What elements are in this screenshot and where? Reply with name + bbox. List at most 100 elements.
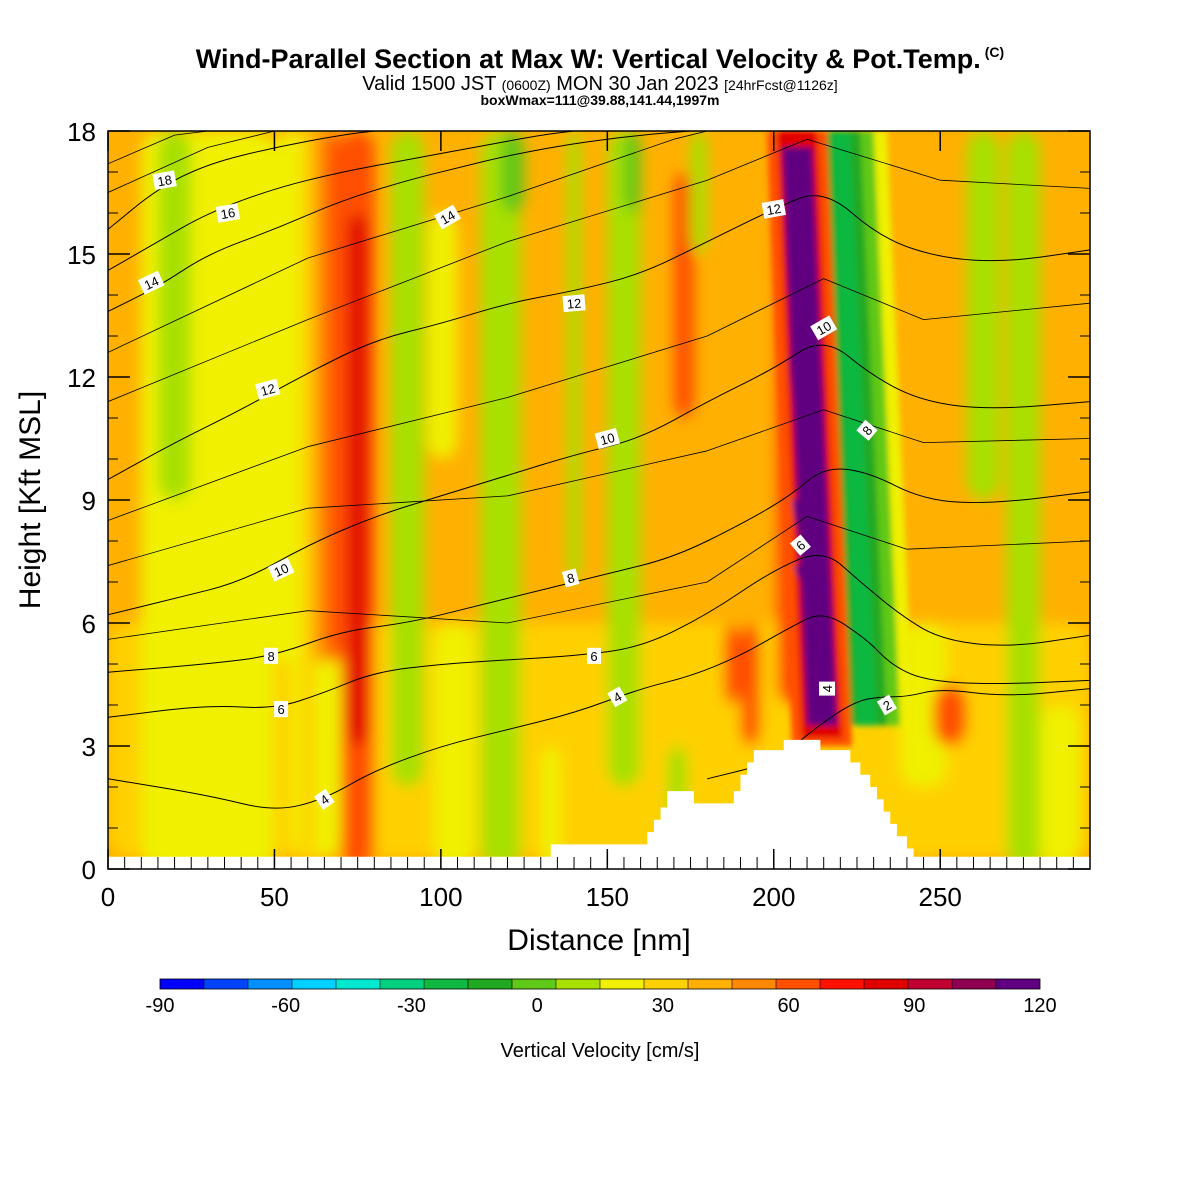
copyright-mark: (C) [984, 44, 1005, 60]
colorbar-tick-label: 60 [777, 995, 799, 1017]
theta-contour [108, 138, 1090, 402]
y-tick-label: 12 [67, 363, 96, 393]
contour-label-box [789, 534, 811, 556]
theta-contour [108, 516, 1090, 640]
y-tick-label: 18 [67, 117, 96, 147]
contour-label: 2 [876, 694, 898, 716]
x-tick-label: 200 [752, 882, 795, 912]
contour-label-box [562, 294, 586, 313]
field-band [480, 131, 521, 869]
field-band [327, 131, 342, 664]
contour-label-box [761, 199, 786, 219]
contour-label: 10 [594, 427, 621, 450]
contour-label-text: 14 [142, 273, 161, 293]
contour-label-box [876, 694, 898, 716]
colorbar-swatch [336, 979, 380, 989]
colorbar-swatch [776, 979, 820, 989]
colorbar-swatch [292, 979, 336, 989]
updraft-layer [789, 356, 830, 673]
contour-label-box [267, 557, 295, 582]
field-band [966, 131, 1001, 500]
contour-label-box [587, 647, 602, 664]
field-band [434, 623, 475, 869]
theta-contour-14 [108, 131, 691, 312]
theta-contour [108, 131, 708, 353]
colorbar-swatch [204, 979, 248, 989]
y-tick-label: 6 [82, 609, 96, 639]
colorbar-swatch [732, 979, 776, 989]
colorbar-tick-label: 30 [652, 995, 674, 1017]
field-band [723, 623, 741, 705]
contour-label: 12 [255, 378, 281, 400]
theta-contour-12 [108, 195, 1090, 480]
contour-label-text: 12 [259, 381, 277, 399]
x-tick-label: 150 [586, 882, 629, 912]
field-band [607, 131, 641, 787]
theta-contour [108, 409, 1090, 566]
colorbar-tick-label: 90 [903, 995, 925, 1017]
field-band [540, 746, 561, 869]
field-band [274, 131, 308, 664]
colorbar-tick-label: 120 [1023, 995, 1056, 1017]
colorbar-tick-label: -30 [397, 995, 426, 1017]
contour-label-text: 14 [438, 207, 458, 227]
field-band [390, 131, 425, 787]
field-band [933, 684, 967, 746]
colorbar-swatch [248, 979, 292, 989]
contour-label-box [607, 686, 628, 708]
field-band [1040, 705, 1081, 869]
contour-label-box [215, 203, 241, 223]
contour-label-text: 16 [219, 205, 236, 222]
contour-label: 16 [215, 203, 241, 223]
theta-contour [108, 278, 1090, 521]
contour-label-text: 10 [814, 318, 834, 338]
vertical-velocity-field [108, 131, 1090, 869]
field-band [427, 213, 458, 459]
theta-contour-4 [108, 615, 1090, 809]
box-wmax-line: boxWmax=111@39.88,141.44,1997m [480, 92, 720, 108]
colorbar-swatch [556, 979, 600, 989]
contour-label: 4 [314, 788, 335, 810]
contour-label-box [819, 681, 836, 696]
axis-ticks: 0 50 100 150 200 250 0 3 6 9 12 15 18 [67, 117, 1091, 912]
contour-label-text: 6 [277, 702, 284, 717]
contour-label-box [274, 701, 289, 718]
colorbar-swatch [996, 979, 1040, 989]
contour-label-box [152, 170, 177, 190]
colorbar-swatch [952, 979, 996, 989]
contour-label-box [561, 568, 580, 588]
y-tick-label: 15 [67, 240, 96, 270]
theta-contour [108, 131, 275, 193]
contour-label-text: 10 [272, 560, 291, 580]
y-tick-label: 3 [82, 732, 96, 762]
colorbar-title: Vertical Velocity [cm/s] [501, 1040, 700, 1062]
contour-label: 4 [607, 686, 628, 708]
contour-label-box [264, 647, 279, 664]
contour-label-box [255, 378, 281, 400]
field-band [191, 705, 258, 869]
colorbar-swatch [908, 979, 952, 989]
contour-labels: 18 16 14 14 12 12 10 12 10 8 10 6 8 8 6 4 6 4 2 4 [137, 170, 898, 810]
contour-label: 4 [819, 681, 836, 696]
contour-label: 8 [561, 568, 580, 588]
contour-label-box [856, 419, 878, 441]
field-band [567, 131, 581, 582]
contour-label: 10 [267, 557, 295, 582]
contour-label-text: 4 [820, 685, 835, 692]
chart-title: Wind-Parallel Section at Max W: Vertical… [195, 44, 1005, 74]
colorbar-swatch [512, 979, 556, 989]
theta-contour-16 [108, 131, 575, 271]
contour-label: 6 [789, 534, 811, 556]
theta-contour [108, 131, 208, 165]
contour-label-text: 18 [156, 172, 173, 189]
contour-label-box [314, 788, 335, 810]
y-tick-label: 0 [82, 855, 96, 885]
valid-time-line: Valid 1500 JST (0600Z) MON 30 Jan 2023 [… [362, 73, 838, 95]
y-tick-label: 9 [82, 486, 96, 516]
x-axis-label: Distance [nm] [507, 924, 690, 957]
contour-label: 8 [856, 419, 878, 441]
field-band [314, 131, 328, 664]
y-axis-label: Height [Kft MSL] [14, 391, 47, 609]
colorbar-swatch [820, 979, 864, 989]
